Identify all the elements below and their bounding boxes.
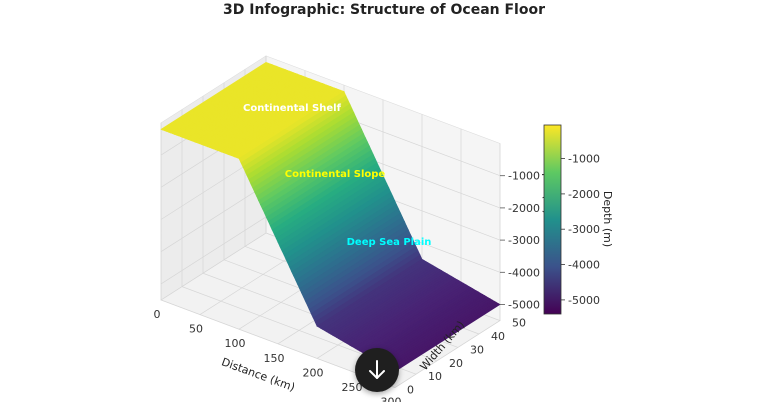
- annotation-label: Continental Slope: [285, 169, 386, 180]
- z-tick-label: -5000: [508, 299, 540, 312]
- y-tick-label: 20: [449, 357, 463, 370]
- x-tick-label: 150: [264, 352, 285, 365]
- y-tick-label: 30: [470, 343, 484, 356]
- z-tick-label: -3000: [508, 234, 540, 247]
- y-tick-label: 0: [407, 384, 414, 397]
- scroll-down-button[interactable]: [355, 348, 399, 392]
- arrow-down-icon: [369, 360, 385, 379]
- z-tick-label: -4000: [508, 266, 540, 279]
- x-tick-label: 100: [225, 337, 246, 350]
- x-axis-label: Distance (km): [220, 355, 297, 394]
- annotations: Continental Shelf Continental Slope Deep S…: [243, 103, 431, 248]
- chart-title: 3D Infographic: Structure of Ocean Floor: [223, 2, 545, 18]
- colorbar-tick-label: -5000: [568, 294, 600, 307]
- grid-line-y: [181, 109, 417, 375]
- surface-plot: [160, 61, 501, 372]
- grid-line-y: [160, 122, 396, 388]
- x-tick-label: 50: [189, 323, 203, 336]
- colorbar-tick-label: -1000: [568, 153, 600, 166]
- y-tick-label: 50: [512, 317, 526, 330]
- colorbar-tick-label: -3000: [568, 223, 600, 236]
- annotation-label: Continental Shelf: [243, 103, 342, 114]
- annotation-label: Deep Sea Plain: [347, 237, 432, 248]
- x-tick-label: 0: [154, 308, 161, 321]
- colorbar-tick-label: -2000: [568, 188, 600, 201]
- z-tick-label: -1000: [508, 170, 540, 183]
- y-tick-label: 40: [491, 330, 505, 343]
- x-tick-label: 200: [303, 366, 324, 379]
- x-tick-label: 250: [342, 381, 363, 394]
- colorbar-gradient: [543, 124, 562, 315]
- colorbar: -1000 -2000 -3000 -4000 -5000 Depth (m): [543, 124, 614, 315]
- x-tick-label: 300: [381, 396, 402, 402]
- colorbar-label: Depth (m): [601, 191, 614, 247]
- colorbar-tick-label: -4000: [568, 259, 600, 272]
- y-tick-label: 10: [428, 370, 442, 383]
- z-tick-label: -2000: [508, 202, 540, 215]
